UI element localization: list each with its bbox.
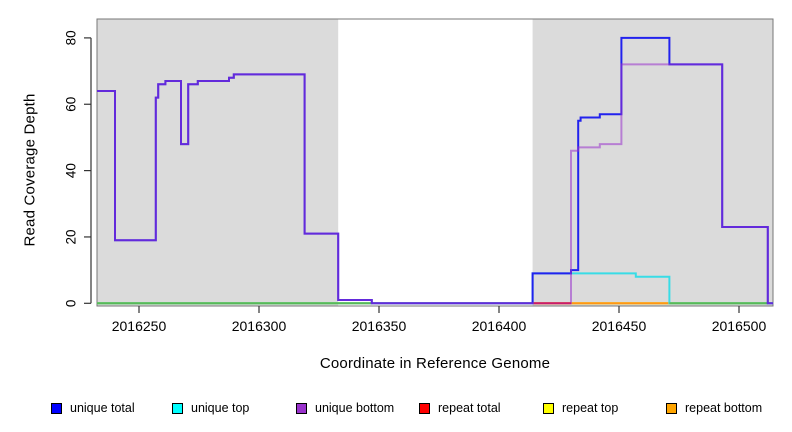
x-tick-label: 2016500 [712,318,767,334]
legend-swatch-repeat-top [543,402,554,414]
legend-label: repeat total [438,401,501,415]
x-tick-label: 2016450 [592,318,647,334]
legend-item-unique-total: unique total [51,399,135,417]
legend-label: unique total [70,401,135,415]
repeat-region-shading-1 [532,19,774,306]
legend-item-repeat-total: repeat total [419,399,501,417]
legend-swatch-repeat-total [419,402,430,414]
legend-label: repeat top [562,401,619,415]
legend-label: unique top [191,401,250,415]
x-tick-label: 2016250 [112,318,167,334]
legend-label: unique bottom [315,401,395,415]
repeat-region-shading-0 [97,19,339,306]
x-tick-label: 2016300 [232,318,287,334]
x-axis-title: Coordinate in Reference Genome [319,355,551,372]
legend-item-unique-bottom: unique bottom [296,399,394,417]
x-tick-label: 2016350 [352,318,407,334]
y-tick-label: 60 [64,97,79,112]
y-tick-label: 20 [64,229,79,244]
y-tick-label: 0 [64,300,79,308]
legend-item-unique-top: unique top [172,399,249,417]
legend-swatch-unique-bottom [296,402,307,414]
x-tick-label: 2016400 [472,318,527,334]
y-axis-title: Read Coverage Depth [21,93,39,247]
y-tick-label: 80 [64,30,79,45]
y-tick-label: 40 [64,163,79,178]
legend-item-repeat-top: repeat top [543,399,618,417]
legend-swatch-unique-total [51,402,62,414]
plot-box [96,18,774,307]
legend-swatch-unique-top [172,402,183,414]
legend-item-repeat-bottom: repeat bottom [666,399,762,417]
legend-label: repeat bottom [685,401,763,415]
legend-swatch-repeat-bottom [666,402,677,414]
legend: unique total unique top unique bottom repea… [0,399,792,419]
series-unique-bottom [97,63,774,305]
